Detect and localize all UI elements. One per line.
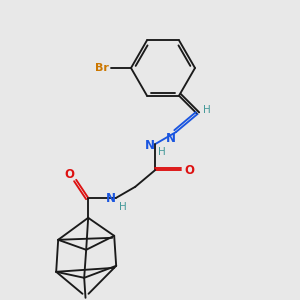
Text: H: H — [158, 147, 166, 157]
Text: Br: Br — [95, 63, 109, 73]
Text: H: H — [119, 202, 127, 212]
Text: O: O — [64, 168, 74, 181]
Text: N: N — [145, 139, 155, 152]
Text: N: N — [166, 132, 176, 145]
Text: H: H — [202, 105, 210, 115]
Text: N: N — [106, 192, 116, 205]
Text: O: O — [184, 164, 194, 177]
